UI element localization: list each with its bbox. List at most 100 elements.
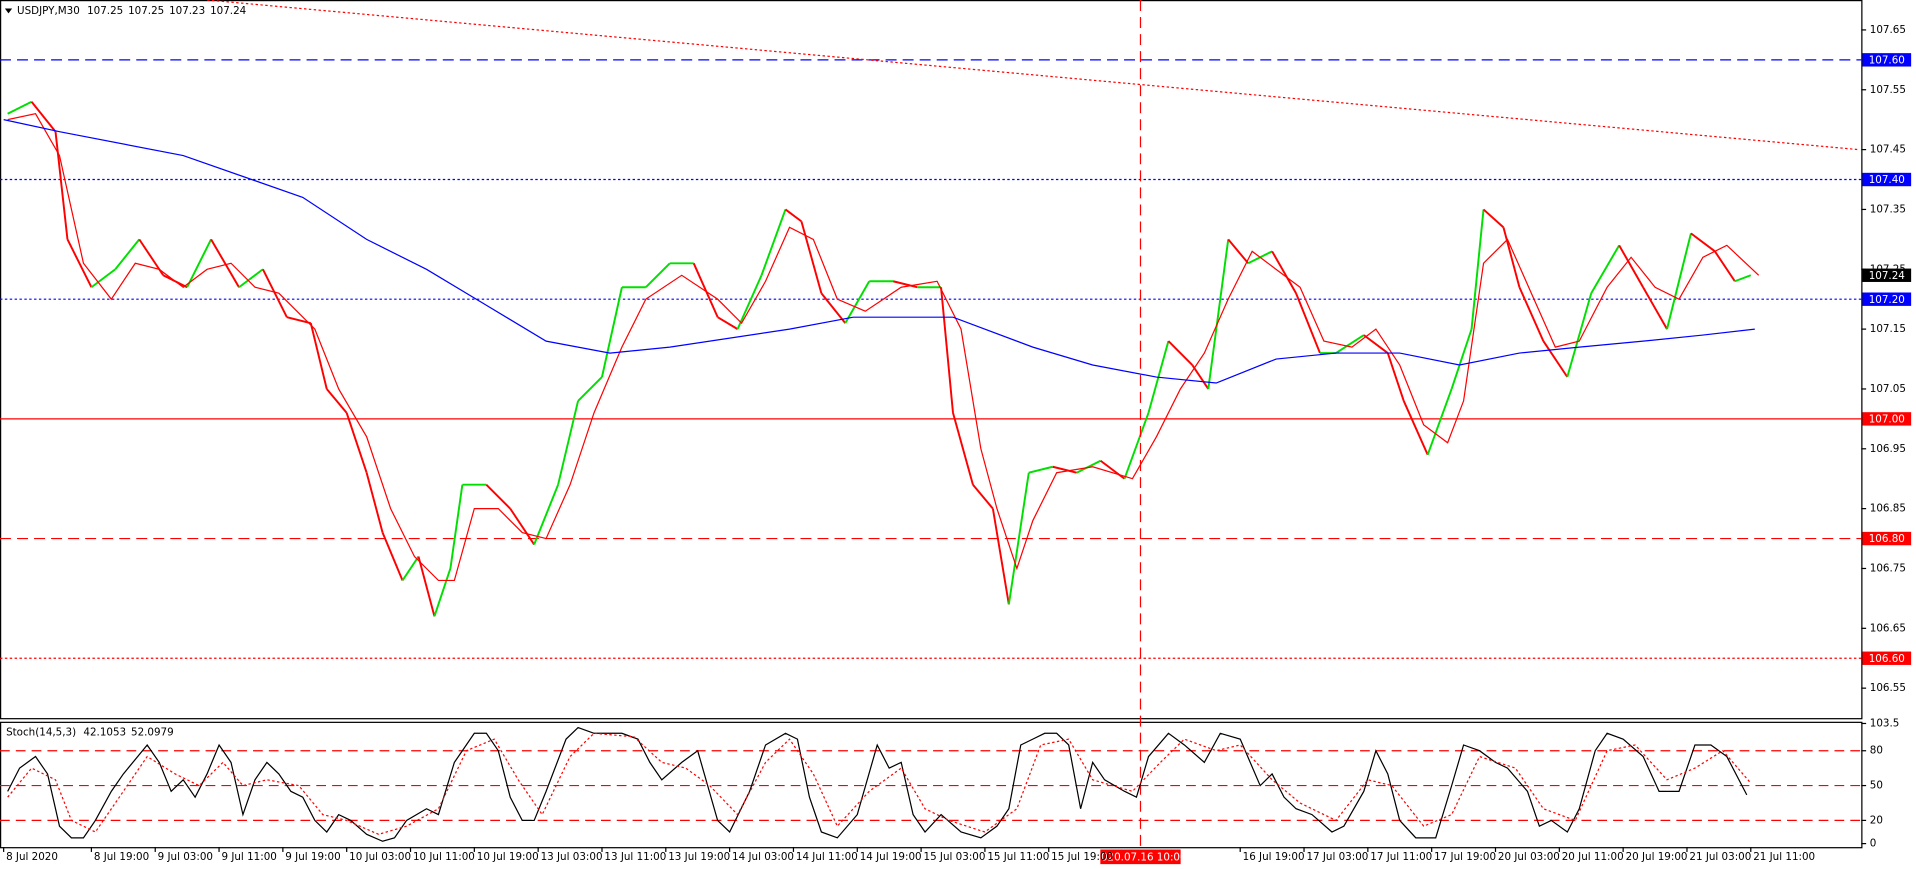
panel-header: USDJPY,M30 107.25 107.25 107.23 107.24	[17, 5, 246, 17]
collapse-icon[interactable]	[4, 8, 13, 14]
level-label: 107.60	[1869, 54, 1905, 66]
header-value: 107.24	[210, 5, 246, 17]
x-tick-label: 10 Jul 11:00	[413, 851, 475, 863]
x-tick-label: 9 Jul 11:00	[221, 851, 276, 863]
x-tick-label: 16 Jul 19:00	[1243, 851, 1305, 863]
level-label: 107.20	[1869, 294, 1905, 306]
price-segment	[1518, 286, 1545, 342]
y-tick-label: 106.75	[1870, 562, 1906, 574]
price-segment	[1542, 340, 1569, 378]
crosshair-label-box	[1100, 849, 1181, 865]
y-tick-label: 107.55	[1870, 84, 1906, 96]
price-segment	[1714, 250, 1736, 282]
price-segment	[1618, 244, 1644, 288]
price-segment	[952, 412, 974, 485]
indicator-line	[3, 119, 1755, 384]
x-tick-label: 9 Jul 03:00	[158, 851, 213, 863]
x-tick-label: 20 Jul 11:00	[1562, 851, 1624, 863]
trendline	[207, 0, 1859, 151]
price-segment	[30, 101, 57, 133]
indicator-line	[7, 732, 1752, 835]
price-segment	[365, 472, 384, 533]
x-tick-label: 15 Jul 19:00	[1051, 851, 1113, 863]
x-tick-label: 21 Jul 11:00	[1753, 851, 1815, 863]
price-segment	[577, 376, 603, 402]
price-segment	[90, 268, 116, 289]
x-tick-label: 8 Jul 2020	[6, 851, 58, 863]
price-segment	[326, 388, 348, 414]
x-tick-label: 14 Jul 19:00	[860, 851, 922, 863]
x-tick-label: 15 Jul 03:00	[924, 851, 986, 863]
price-segment	[509, 508, 535, 546]
price-segment	[1207, 239, 1230, 390]
header-value: 107.25	[128, 5, 164, 17]
price-segment	[417, 556, 436, 617]
price-segment	[1335, 334, 1365, 354]
price-segment	[1450, 328, 1473, 390]
price-segment	[557, 400, 579, 485]
x-tick-label: 14 Jul 03:00	[732, 851, 794, 863]
price-segment	[717, 316, 739, 330]
price-segment	[991, 508, 1010, 605]
last-price-box	[1862, 268, 1912, 282]
price-segment	[54, 131, 69, 240]
x-tick-label: 17 Jul 19:00	[1434, 851, 1496, 863]
price-segment	[309, 322, 328, 390]
price-segment	[1470, 209, 1485, 330]
price-segment	[601, 287, 623, 378]
price-segment	[1734, 274, 1752, 283]
price-segment	[1590, 244, 1620, 294]
price-segment	[1502, 227, 1521, 288]
panel-title: USDJPY,M30	[17, 5, 80, 17]
price-segment	[1167, 340, 1194, 366]
x-tick-label: 20 Jul 19:00	[1626, 851, 1688, 863]
y-tick-label: 50	[1870, 780, 1883, 792]
x-tick-label: 8 Jul 19:00	[94, 851, 149, 863]
y-tick-label: 106.85	[1870, 503, 1906, 515]
x-tick-label: 21 Jul 03:00	[1689, 851, 1751, 863]
price-segment	[401, 555, 420, 581]
level-label-box	[1862, 531, 1912, 546]
price-segment	[692, 262, 719, 318]
panel-header: Stoch(14,5,3) 42.1053 52.0979	[6, 727, 174, 739]
price-segment	[114, 238, 141, 270]
price-segment	[1123, 412, 1150, 480]
price-segment	[1007, 472, 1030, 605]
price-segment	[533, 484, 560, 545]
price-segment	[262, 268, 288, 318]
price-segment	[66, 238, 93, 288]
price-segment	[1295, 292, 1321, 354]
x-tick-label: 17 Jul 03:00	[1306, 851, 1368, 863]
price-segment	[972, 484, 994, 510]
last-price-label: 107.24	[1869, 270, 1905, 282]
price-segment	[485, 484, 511, 510]
price-segment	[1076, 459, 1102, 474]
x-tick-label: 13 Jul 03:00	[541, 851, 603, 863]
level-label-box	[1862, 651, 1912, 665]
x-tick-label: 13 Jul 19:00	[668, 851, 730, 863]
header-value: 52.0979	[131, 727, 174, 739]
y-tick-label: 107.65	[1870, 24, 1906, 36]
x-tick-label: 14 Jul 11:00	[796, 851, 858, 863]
header-value: 107.23	[169, 5, 205, 17]
price-segment	[784, 208, 803, 223]
level-label-box	[1862, 412, 1912, 426]
y-tick-label: 106.55	[1870, 682, 1906, 694]
header-value: 107.25	[87, 5, 123, 17]
price-segment	[1690, 232, 1716, 253]
level-label: 107.00	[1869, 413, 1905, 425]
price-segment	[1052, 465, 1077, 474]
price-segment	[1642, 286, 1668, 330]
x-tick-label: 20 Jul 03:00	[1498, 851, 1560, 863]
indicator-line	[7, 112, 1760, 582]
y-tick-label: 107.45	[1870, 144, 1906, 156]
x-tick-label: 13 Jul 11:00	[604, 851, 666, 863]
price-segment	[238, 268, 264, 289]
price-segment	[1386, 352, 1405, 402]
price-segment	[186, 238, 212, 288]
level-label-box	[1862, 292, 1912, 306]
price-segment	[1566, 292, 1593, 378]
x-tick-label: 9 Jul 19:00	[285, 851, 340, 863]
